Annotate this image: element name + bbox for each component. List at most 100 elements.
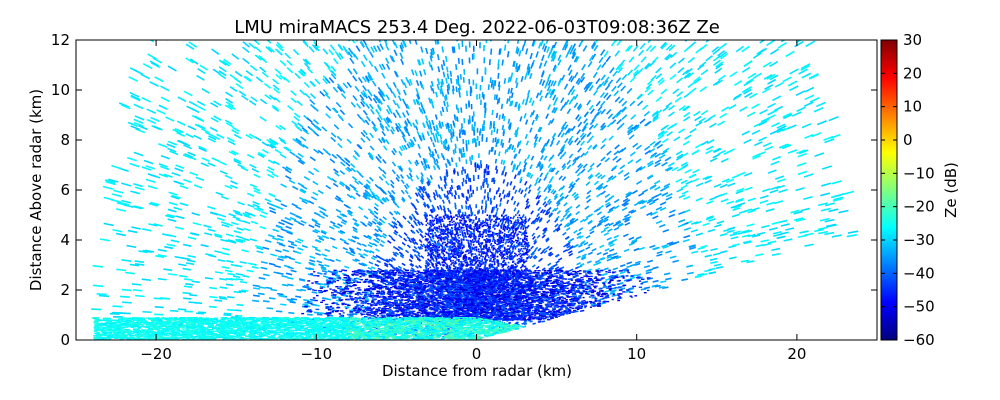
radar-gate xyxy=(796,162,807,167)
radar-gate xyxy=(186,0,195,4)
radar-gate xyxy=(146,108,157,114)
radar-gate xyxy=(754,30,763,37)
radar-gate xyxy=(476,135,479,141)
radar-gate xyxy=(700,109,709,116)
radar-gate xyxy=(500,103,504,110)
radar-gate xyxy=(613,150,620,156)
radar-gate xyxy=(456,136,459,142)
radar-gate xyxy=(445,77,448,84)
radar-gate xyxy=(622,0,628,6)
radar-gate xyxy=(401,145,406,151)
radar-gate xyxy=(403,8,407,15)
radar-gate xyxy=(466,90,468,97)
radar-gate xyxy=(471,138,474,144)
radar-gate xyxy=(356,103,362,109)
radar-gate xyxy=(470,87,473,93)
radar-gate xyxy=(476,68,479,75)
radar-gate xyxy=(353,1,358,8)
radar-gate xyxy=(333,0,339,7)
radar-gate xyxy=(333,0,338,5)
radar-gate xyxy=(411,0,414,1)
radar-gate xyxy=(120,312,131,315)
radar-gate xyxy=(483,195,486,200)
radar-gate xyxy=(633,64,640,71)
radar-gate xyxy=(613,226,620,231)
radar-gate xyxy=(474,142,477,147)
radar-gate xyxy=(352,258,358,263)
radar-gate xyxy=(437,4,440,11)
radar-gate xyxy=(482,0,484,1)
radar-gate xyxy=(730,236,739,240)
radar-gate xyxy=(409,4,413,11)
radar-gate xyxy=(577,116,582,122)
radar-gate xyxy=(619,264,626,268)
radar-gate xyxy=(586,7,591,14)
radar-gate xyxy=(737,18,745,25)
radar-gate xyxy=(476,163,479,169)
radar-gate xyxy=(469,204,471,209)
radar-gate xyxy=(472,189,475,194)
radar-gate xyxy=(163,173,173,178)
radar-gate xyxy=(568,0,572,2)
radar-gate xyxy=(618,0,624,4)
radar-gate xyxy=(553,294,558,298)
radar-gate xyxy=(500,8,502,15)
radar-gate xyxy=(393,0,397,3)
radar-gate xyxy=(447,327,451,330)
radar-gate xyxy=(798,31,808,38)
radar-gate xyxy=(541,0,545,7)
radar-gate xyxy=(582,0,587,7)
radar-gate xyxy=(436,137,440,143)
radar-gate xyxy=(769,227,778,231)
radar-gate xyxy=(659,206,667,212)
radar-gate xyxy=(604,5,609,12)
radar-gate xyxy=(483,57,486,64)
radar-gate xyxy=(480,0,482,2)
radar-gate xyxy=(769,9,778,16)
radar-gate xyxy=(395,203,400,209)
radar-gate xyxy=(199,0,207,2)
radar-gate xyxy=(623,172,630,177)
radar-gate xyxy=(392,99,397,106)
radar-gate xyxy=(314,78,321,85)
radar-gate xyxy=(462,139,465,144)
radar-gate xyxy=(473,137,476,143)
radar-gate xyxy=(720,16,728,23)
radar-gate xyxy=(633,8,639,15)
radar-gate xyxy=(581,253,587,257)
radar-gate xyxy=(356,303,362,307)
radar-gate xyxy=(469,6,471,13)
radar-gate xyxy=(602,0,607,1)
radar-gate xyxy=(122,301,132,304)
radar-gate xyxy=(425,5,428,12)
radar-gate xyxy=(288,0,295,2)
radar-gate xyxy=(369,0,374,2)
radar-gate xyxy=(720,7,728,14)
radar-gate xyxy=(478,140,481,146)
radar-gate xyxy=(225,91,234,98)
radar-gate xyxy=(442,205,446,210)
radar-gate xyxy=(494,2,496,9)
radar-gate xyxy=(468,78,471,85)
radar-gate xyxy=(541,54,545,62)
radar-gate xyxy=(385,108,391,115)
radar-gate xyxy=(414,241,419,246)
radar-gate xyxy=(638,246,646,251)
radar-gate xyxy=(732,20,740,27)
radar-gate xyxy=(744,92,753,98)
radar-gate xyxy=(607,113,614,120)
radar-gate xyxy=(388,234,393,239)
radar-gate xyxy=(456,9,458,16)
radar-gate xyxy=(376,259,382,264)
radar-gate xyxy=(297,159,305,165)
radar-gate xyxy=(476,127,479,133)
radar-gate xyxy=(334,0,340,3)
radar-gate xyxy=(539,208,544,214)
radar-gate xyxy=(434,148,438,154)
radar-gate xyxy=(751,0,760,6)
radar-gate xyxy=(218,295,227,299)
radar-gate xyxy=(468,57,471,64)
radar-gate xyxy=(743,172,753,177)
radar-gate xyxy=(206,20,214,27)
radar-gate xyxy=(363,185,369,190)
